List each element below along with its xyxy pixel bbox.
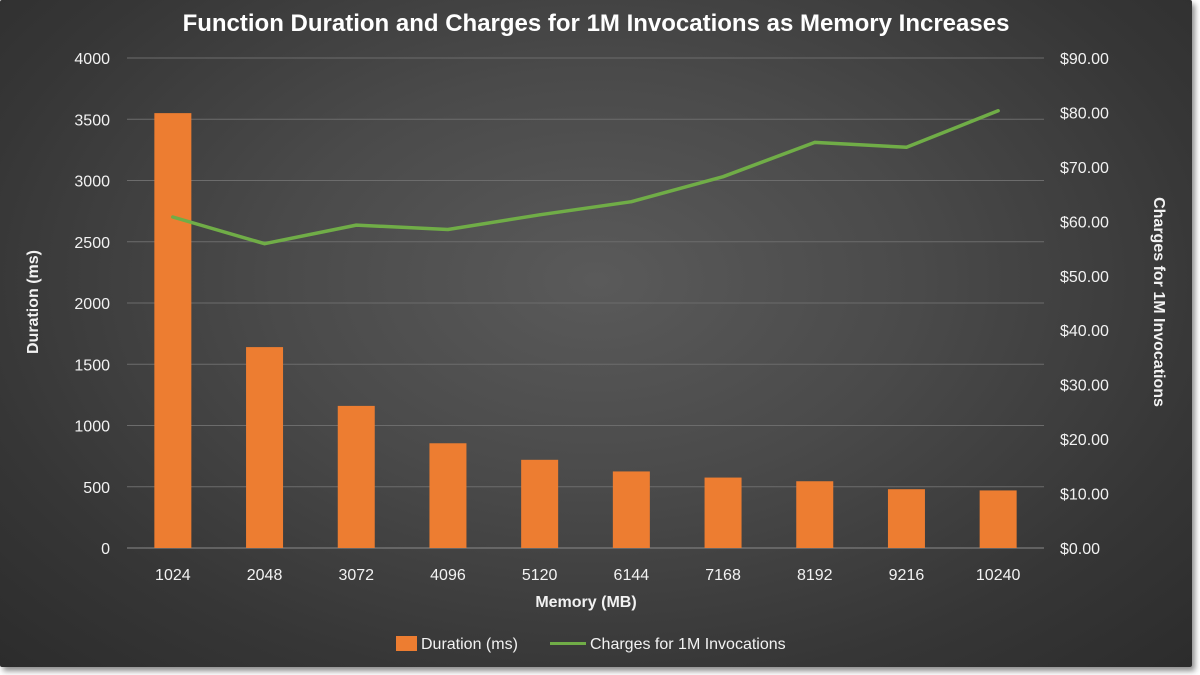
y2-tick-label: $50.00 <box>1060 269 1109 286</box>
duration-bar <box>979 490 1017 548</box>
x-tick-label: 2048 <box>247 567 283 584</box>
y2-axis-title: Charges for 1M Invocations <box>1150 197 1167 407</box>
y2-tick-label: $30.00 <box>1060 378 1109 395</box>
y-tick-label: 4000 <box>74 51 110 68</box>
legend-swatch-duration <box>396 636 417 651</box>
legend-label-duration: Duration (ms) <box>421 636 518 653</box>
charges-point <box>721 175 725 179</box>
charges-line <box>171 109 1000 246</box>
y2-tick-label: $90.00 <box>1060 51 1109 68</box>
y-tick-label: 3000 <box>74 174 110 191</box>
y2-tick-label: $60.00 <box>1060 214 1109 231</box>
y2-tick-label: $80.00 <box>1060 105 1109 122</box>
charges-point <box>813 140 817 144</box>
charges-point <box>263 242 267 246</box>
x-axis-ticks: 1024 2048 3072 4096 5120 6144 7168 8192 9216 1024… <box>155 567 1020 584</box>
x-tick-label: 7168 <box>705 567 741 584</box>
x-tick-label: 10240 <box>976 567 1021 584</box>
x-tick-label: 6144 <box>614 567 650 584</box>
duration-bar <box>704 477 742 548</box>
y-tick-label: 1500 <box>74 357 110 374</box>
y-tick-label: 3500 <box>74 112 110 129</box>
y2-tick-label: $0.00 <box>1060 541 1100 558</box>
x-tick-label: 3072 <box>338 567 374 584</box>
duration-bar <box>337 405 375 548</box>
y-tick-label: 500 <box>83 480 110 497</box>
duration-bar <box>246 347 284 548</box>
duration-bar <box>887 489 925 548</box>
charges-point <box>904 145 908 149</box>
y-tick-label: 2000 <box>74 296 110 313</box>
x-tick-label: 8192 <box>797 567 833 584</box>
charges-point <box>629 200 633 204</box>
charges-point <box>996 109 1000 113</box>
y-tick-label: 0 <box>101 541 110 558</box>
legend-label-charges: Charges for 1M Invocations <box>590 636 786 653</box>
x-tick-label: 9216 <box>889 567 925 584</box>
y-axis-title: Duration (ms) <box>25 250 42 354</box>
chart-title: Function Duration and Charges for 1M Inv… <box>183 10 1010 37</box>
duration-bar <box>521 459 559 548</box>
duration-bar <box>429 443 467 548</box>
duration-bar <box>612 471 650 548</box>
legend: Duration (ms) Charges for 1M Invocations <box>396 636 786 653</box>
x-tick-label: 4096 <box>430 567 466 584</box>
y2-tick-label: $10.00 <box>1060 487 1109 504</box>
y-tick-label: 1000 <box>74 419 110 436</box>
charges-point <box>171 215 175 219</box>
duration-bar <box>796 481 834 548</box>
y2-tick-label: $20.00 <box>1060 432 1109 449</box>
x-tick-label: 5120 <box>522 567 558 584</box>
y2-tick-label: $70.00 <box>1060 160 1109 177</box>
y-tick-label: 2500 <box>74 235 110 252</box>
right-axis-ticks: $0.00 $10.00 $20.00 $30.00 $40.00 $50.00 $60.0… <box>1060 51 1109 558</box>
duration-bars <box>154 113 1017 548</box>
charges-point <box>538 213 542 217</box>
x-tick-label: 1024 <box>155 567 191 584</box>
duration-bar <box>154 113 192 548</box>
x-axis-title: Memory (MB) <box>535 594 636 611</box>
charges-point <box>354 223 358 227</box>
left-axis-ticks: 0 500 1000 1500 2000 2500 3000 3500 4000 <box>74 51 110 558</box>
y2-tick-label: $40.00 <box>1060 323 1109 340</box>
charges-point <box>446 228 450 231</box>
charges-line-group <box>171 109 1000 246</box>
